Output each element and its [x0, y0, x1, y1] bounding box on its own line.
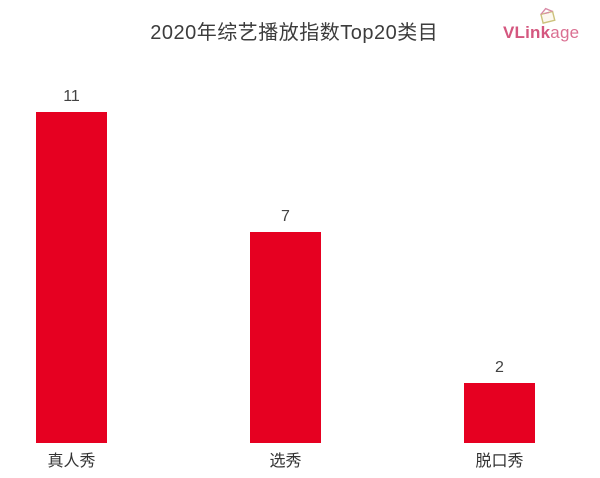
- category-label: 真人秀: [47, 453, 96, 470]
- category-label: 脱口秀: [475, 453, 524, 470]
- bar-value-label: 7: [281, 208, 290, 225]
- vlinkage-logo: VLinkage: [503, 7, 579, 43]
- logo-text: VLinkage: [503, 23, 579, 43]
- bar[interactable]: [250, 232, 321, 443]
- chart-title: 2020年综艺播放指数Top20类目: [150, 22, 439, 44]
- bar[interactable]: [36, 112, 107, 443]
- logo-text-light: age: [550, 23, 580, 42]
- logo-text-bold: VLink: [503, 23, 551, 42]
- gift-box-icon: [540, 7, 556, 25]
- bar[interactable]: [464, 383, 535, 443]
- bar-value-label: 2: [495, 359, 504, 376]
- category-label: 选秀: [269, 453, 302, 470]
- bar-value-label: 11: [63, 88, 80, 105]
